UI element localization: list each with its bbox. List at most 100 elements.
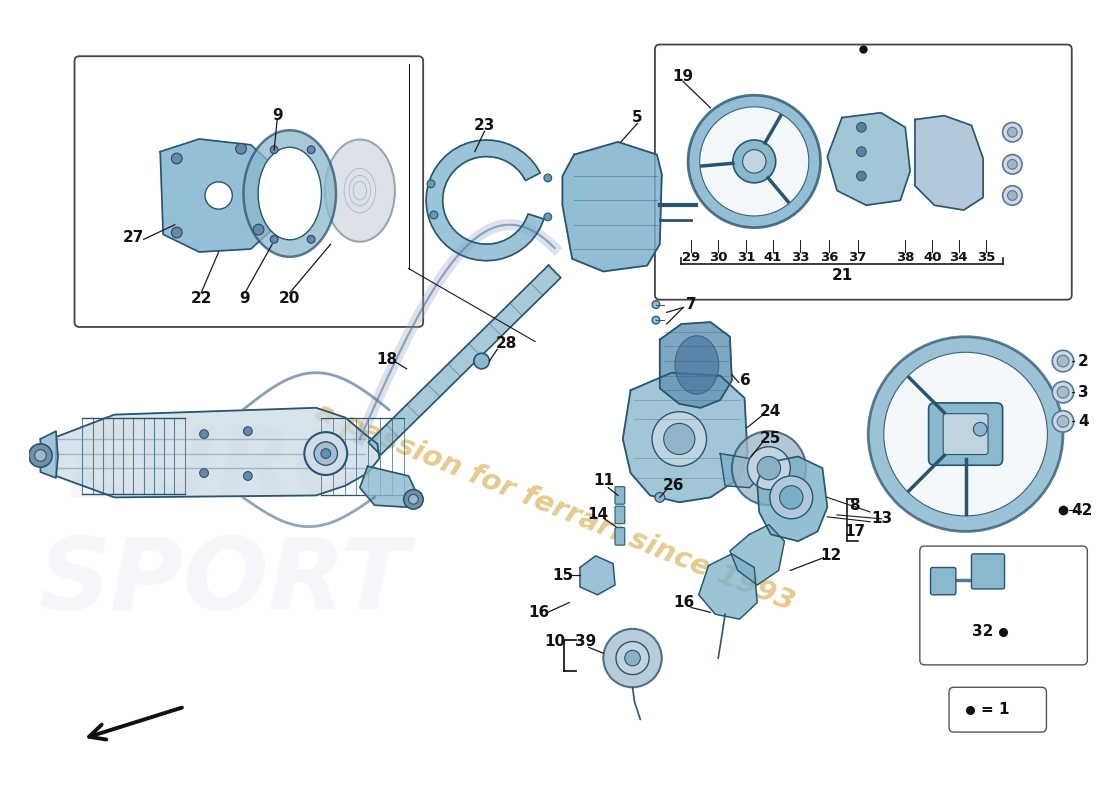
Polygon shape: [161, 139, 272, 252]
Circle shape: [883, 352, 1047, 516]
Polygon shape: [562, 142, 662, 271]
Text: 39: 39: [575, 634, 596, 649]
Circle shape: [404, 490, 424, 509]
Circle shape: [1057, 355, 1069, 367]
Circle shape: [321, 449, 331, 458]
Text: 5: 5: [632, 110, 642, 125]
Circle shape: [700, 107, 808, 216]
Ellipse shape: [258, 147, 321, 240]
Circle shape: [652, 412, 706, 466]
FancyBboxPatch shape: [928, 403, 1002, 466]
Circle shape: [235, 143, 246, 154]
Circle shape: [857, 122, 867, 132]
Text: 15: 15: [552, 568, 573, 582]
Circle shape: [742, 150, 766, 173]
Polygon shape: [41, 431, 58, 478]
Text: 42: 42: [1071, 502, 1093, 518]
Circle shape: [430, 211, 438, 219]
Text: 28: 28: [495, 336, 517, 351]
Text: 4: 4: [1078, 414, 1089, 429]
Text: 11: 11: [593, 474, 614, 488]
FancyBboxPatch shape: [920, 546, 1087, 665]
Polygon shape: [660, 322, 732, 408]
Circle shape: [625, 650, 640, 666]
Circle shape: [1057, 415, 1069, 427]
Polygon shape: [56, 408, 380, 498]
Text: 26: 26: [662, 478, 684, 493]
Text: 9: 9: [272, 108, 283, 123]
Circle shape: [1053, 382, 1074, 403]
Text: = 1: = 1: [981, 702, 1010, 717]
Text: 14: 14: [587, 507, 608, 522]
Circle shape: [663, 423, 695, 454]
Polygon shape: [720, 454, 761, 488]
Text: 32: 32: [972, 624, 993, 639]
FancyBboxPatch shape: [949, 687, 1046, 732]
Polygon shape: [580, 556, 615, 594]
Text: 33: 33: [791, 251, 810, 264]
Polygon shape: [426, 140, 543, 261]
FancyBboxPatch shape: [943, 414, 988, 454]
Text: 34: 34: [949, 251, 968, 264]
Text: 35: 35: [977, 251, 996, 264]
Polygon shape: [827, 113, 910, 206]
Text: 22: 22: [190, 291, 212, 306]
Circle shape: [543, 174, 552, 182]
Ellipse shape: [675, 336, 718, 394]
Circle shape: [243, 471, 252, 480]
Circle shape: [34, 450, 46, 462]
Text: 29: 29: [682, 251, 700, 264]
Circle shape: [757, 457, 781, 480]
Text: 21: 21: [832, 268, 852, 283]
Circle shape: [616, 642, 649, 674]
Circle shape: [172, 153, 183, 164]
Text: 19: 19: [672, 69, 694, 84]
Circle shape: [689, 95, 821, 228]
Circle shape: [780, 486, 803, 509]
Circle shape: [1008, 159, 1018, 169]
Circle shape: [1053, 350, 1074, 372]
Text: 6: 6: [740, 373, 751, 388]
Circle shape: [305, 432, 348, 475]
Text: 31: 31: [737, 251, 756, 264]
FancyBboxPatch shape: [615, 486, 625, 504]
Circle shape: [543, 213, 552, 221]
Text: 27: 27: [123, 230, 144, 245]
Circle shape: [253, 224, 264, 235]
Circle shape: [205, 182, 232, 209]
Text: 41: 41: [763, 251, 782, 264]
FancyBboxPatch shape: [75, 56, 424, 327]
Circle shape: [172, 227, 183, 238]
Ellipse shape: [324, 139, 395, 242]
Circle shape: [474, 354, 490, 369]
Circle shape: [654, 493, 664, 502]
Polygon shape: [368, 266, 561, 455]
Circle shape: [307, 146, 315, 154]
Circle shape: [974, 422, 987, 436]
FancyBboxPatch shape: [654, 45, 1071, 300]
Circle shape: [1057, 386, 1069, 398]
Polygon shape: [698, 554, 757, 619]
Circle shape: [732, 431, 806, 505]
Text: 13: 13: [871, 511, 892, 526]
Circle shape: [200, 469, 208, 478]
Circle shape: [29, 444, 52, 467]
Polygon shape: [623, 373, 748, 502]
Polygon shape: [915, 116, 983, 210]
Circle shape: [1008, 127, 1018, 137]
Circle shape: [271, 146, 278, 154]
Text: 2: 2: [1078, 354, 1089, 369]
Circle shape: [748, 446, 790, 490]
Text: 17: 17: [844, 524, 865, 539]
Text: EURO
SPORT: EURO SPORT: [39, 422, 409, 631]
Circle shape: [200, 430, 208, 438]
Circle shape: [603, 629, 662, 687]
Circle shape: [857, 171, 867, 181]
Text: 40: 40: [923, 251, 942, 264]
Circle shape: [1002, 122, 1022, 142]
Circle shape: [427, 180, 434, 188]
Circle shape: [1053, 410, 1074, 432]
FancyBboxPatch shape: [971, 554, 1004, 589]
Circle shape: [271, 235, 278, 243]
FancyBboxPatch shape: [615, 506, 625, 524]
